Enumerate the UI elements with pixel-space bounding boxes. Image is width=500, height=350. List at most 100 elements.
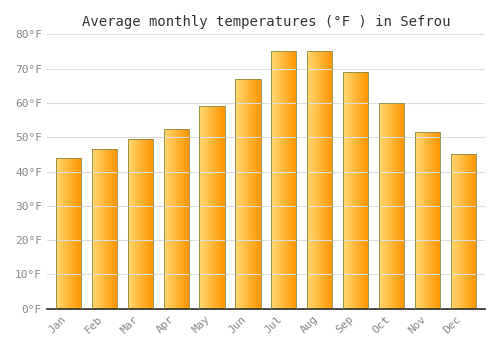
Bar: [382, 103, 383, 309]
Bar: [294, 51, 295, 309]
Bar: [173, 129, 174, 309]
Bar: [181, 129, 182, 309]
Bar: [216, 106, 217, 309]
Bar: [316, 51, 318, 309]
Bar: [104, 149, 105, 309]
Bar: [402, 103, 403, 309]
Bar: [379, 103, 404, 309]
Bar: [205, 106, 206, 309]
Bar: [241, 79, 242, 309]
Bar: [454, 154, 456, 309]
Bar: [437, 132, 438, 309]
Bar: [253, 79, 254, 309]
Bar: [116, 149, 117, 309]
Bar: [358, 72, 359, 309]
Bar: [403, 103, 404, 309]
Bar: [239, 79, 240, 309]
Bar: [289, 51, 290, 309]
Bar: [309, 51, 310, 309]
Bar: [273, 51, 274, 309]
Bar: [463, 154, 464, 309]
Bar: [388, 103, 389, 309]
Bar: [466, 154, 467, 309]
Bar: [319, 51, 320, 309]
Bar: [429, 132, 430, 309]
Bar: [56, 158, 81, 309]
Bar: [140, 139, 141, 309]
Bar: [70, 158, 71, 309]
Bar: [174, 129, 175, 309]
Bar: [178, 129, 180, 309]
Bar: [244, 79, 245, 309]
Bar: [152, 139, 153, 309]
Bar: [474, 154, 475, 309]
Bar: [62, 158, 63, 309]
Bar: [326, 51, 328, 309]
Bar: [321, 51, 322, 309]
Bar: [422, 132, 423, 309]
Bar: [318, 51, 319, 309]
Bar: [432, 132, 433, 309]
Bar: [202, 106, 203, 309]
Bar: [473, 154, 474, 309]
Bar: [325, 51, 326, 309]
Bar: [415, 132, 440, 309]
Bar: [398, 103, 399, 309]
Bar: [101, 149, 102, 309]
Bar: [464, 154, 466, 309]
Bar: [221, 106, 222, 309]
Bar: [165, 129, 166, 309]
Bar: [138, 139, 139, 309]
Bar: [436, 132, 437, 309]
Bar: [164, 129, 188, 309]
Bar: [311, 51, 312, 309]
Bar: [322, 51, 323, 309]
Bar: [59, 158, 60, 309]
Bar: [175, 129, 176, 309]
Bar: [102, 149, 103, 309]
Bar: [367, 72, 368, 309]
Bar: [79, 158, 80, 309]
Bar: [164, 129, 165, 309]
Bar: [472, 154, 473, 309]
Bar: [218, 106, 219, 309]
Bar: [69, 158, 70, 309]
Bar: [452, 154, 453, 309]
Bar: [313, 51, 314, 309]
Bar: [399, 103, 400, 309]
Bar: [347, 72, 348, 309]
Bar: [238, 79, 239, 309]
Bar: [380, 103, 381, 309]
Bar: [204, 106, 205, 309]
Bar: [424, 132, 425, 309]
Bar: [103, 149, 104, 309]
Bar: [439, 132, 440, 309]
Bar: [222, 106, 224, 309]
Bar: [128, 139, 153, 309]
Bar: [396, 103, 398, 309]
Bar: [423, 132, 424, 309]
Bar: [470, 154, 471, 309]
Bar: [131, 139, 132, 309]
Bar: [461, 154, 462, 309]
Bar: [136, 139, 137, 309]
Bar: [391, 103, 392, 309]
Bar: [348, 72, 349, 309]
Bar: [314, 51, 315, 309]
Bar: [146, 139, 147, 309]
Bar: [208, 106, 209, 309]
Bar: [288, 51, 289, 309]
Bar: [92, 149, 117, 309]
Bar: [61, 158, 62, 309]
Bar: [210, 106, 211, 309]
Bar: [77, 158, 78, 309]
Bar: [236, 79, 238, 309]
Bar: [130, 139, 131, 309]
Bar: [94, 149, 95, 309]
Bar: [275, 51, 276, 309]
Bar: [278, 51, 279, 309]
Bar: [168, 129, 169, 309]
Bar: [460, 154, 461, 309]
Bar: [307, 51, 308, 309]
Bar: [142, 139, 144, 309]
